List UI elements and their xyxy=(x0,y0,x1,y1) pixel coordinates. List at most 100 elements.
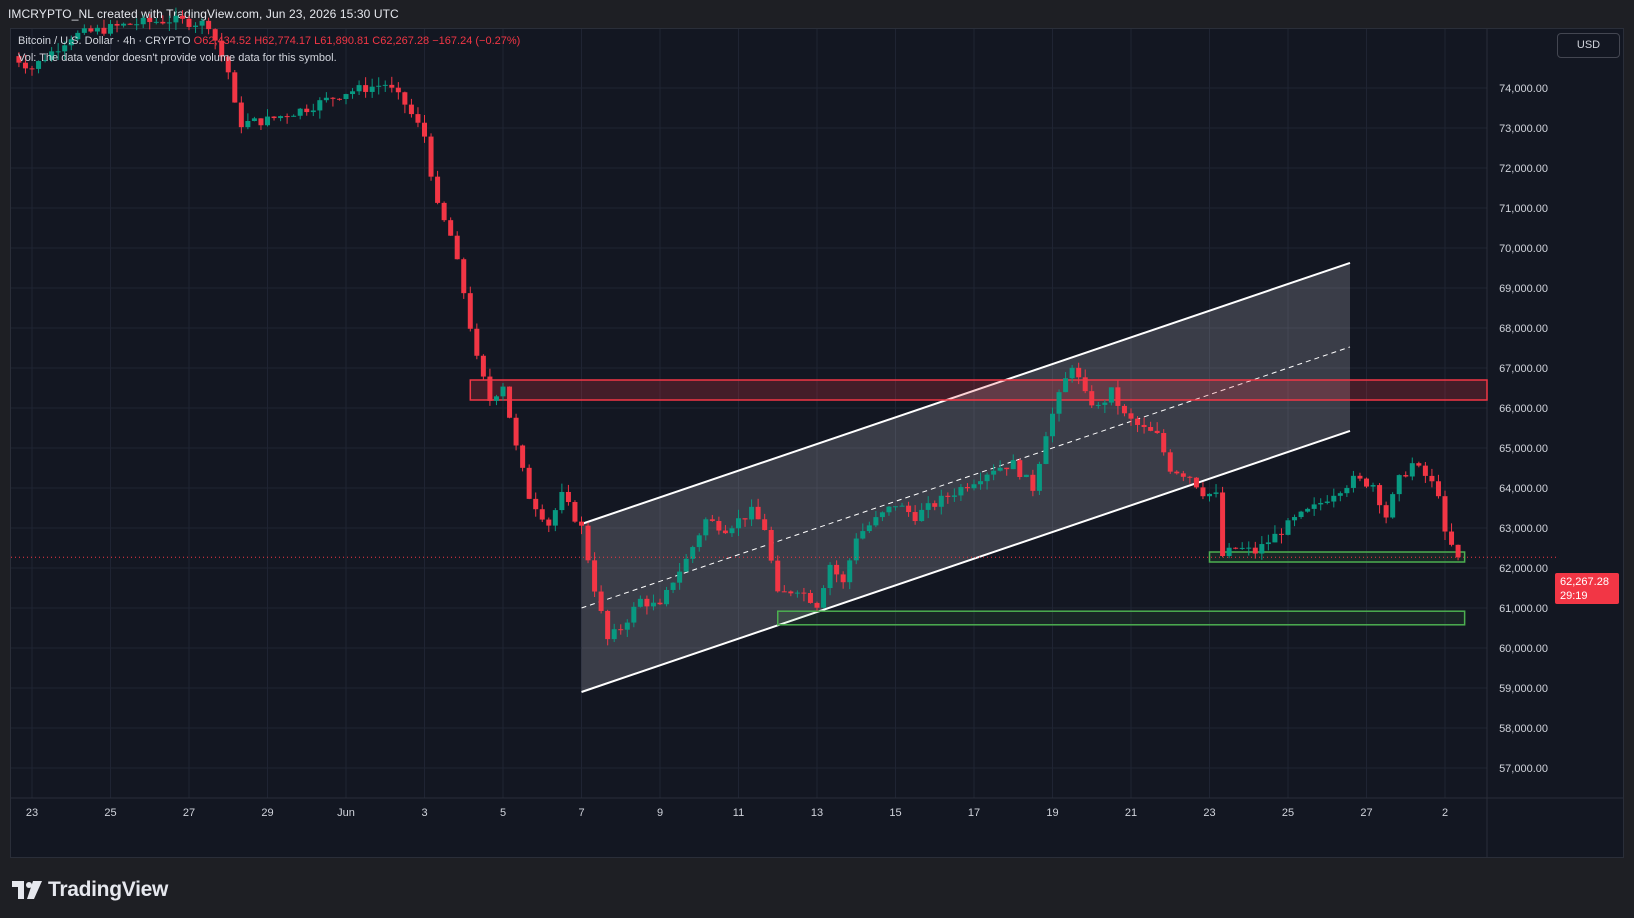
candle-down xyxy=(618,624,624,635)
candle-up xyxy=(879,511,885,522)
symbol-name: Bitcoin / U.S. Dollar · 4h · CRYPTO xyxy=(18,35,191,47)
candle-up xyxy=(729,525,735,537)
time-axis[interactable]: 23 25 27 29 Jun 3 5 7 9 11 13 15 17 19 21 23 25 27 2 xyxy=(11,29,1624,858)
y-tick-label: 62,000.00 xyxy=(1499,563,1548,575)
candle-down xyxy=(16,52,22,68)
candle-down xyxy=(206,17,212,35)
candle-down xyxy=(454,231,460,260)
candle-down xyxy=(304,104,310,116)
channel-mid-line[interactable] xyxy=(581,346,1351,609)
candle-down xyxy=(160,15,166,25)
candle-up xyxy=(1213,484,1219,498)
candle-up xyxy=(1056,389,1062,422)
candle-down xyxy=(722,525,728,535)
bar-countdown: 29:19 xyxy=(1560,590,1588,602)
last-price-value: 62,267.28 xyxy=(1560,576,1609,588)
candle-down xyxy=(101,19,107,36)
candle-down xyxy=(428,133,434,181)
candle-up xyxy=(108,19,113,36)
price-chart[interactable]: 57,000.00 58,000.00 59,000.00 60,000.00 61,0… xyxy=(0,0,1634,858)
tradingview-logo[interactable]: TradingView xyxy=(12,878,168,902)
resistance-zone[interactable] xyxy=(469,379,1488,401)
candle-down xyxy=(1383,501,1389,524)
candle-up xyxy=(369,78,375,98)
y-tick-label: 69,000.00 xyxy=(1499,283,1548,295)
x-tick-label: 11 xyxy=(733,807,744,819)
candle-down xyxy=(219,32,225,62)
y-tick-label: 68,000.00 xyxy=(1499,323,1548,335)
candle-up xyxy=(166,15,172,31)
candle-up xyxy=(925,496,931,519)
candle-up xyxy=(866,521,872,534)
candle-down xyxy=(1403,471,1409,478)
candle-up xyxy=(978,472,984,490)
candle-up xyxy=(899,502,905,507)
candle-down xyxy=(232,69,238,103)
candle-down xyxy=(644,595,650,615)
candle-down xyxy=(533,492,539,517)
candle-down xyxy=(1233,547,1239,550)
candle-up xyxy=(291,114,297,117)
candle-up xyxy=(703,517,709,541)
support-zone-1[interactable] xyxy=(1208,551,1466,563)
candle-down xyxy=(520,444,526,472)
candle-down xyxy=(1082,369,1088,394)
candle-up xyxy=(278,115,284,122)
channel-upper-line[interactable] xyxy=(581,261,1351,525)
candle-down xyxy=(526,464,532,500)
support-zone-2[interactable] xyxy=(777,610,1466,626)
candle-up xyxy=(1344,485,1350,497)
candle-up xyxy=(245,113,251,130)
candle-up xyxy=(1246,541,1252,556)
currency-button[interactable]: USD xyxy=(1557,33,1620,58)
candle-up xyxy=(382,80,388,92)
candle-up xyxy=(749,499,755,527)
candle-down xyxy=(592,552,598,597)
channel-lower-line[interactable] xyxy=(581,429,1351,693)
candle-down xyxy=(461,257,467,299)
x-tick-label: 27 xyxy=(1360,807,1372,819)
candle-down xyxy=(1364,477,1369,489)
candle-up xyxy=(1390,492,1396,519)
candle-up xyxy=(193,22,199,33)
candle-up xyxy=(1050,407,1055,443)
candle-down xyxy=(964,483,970,492)
candle-down xyxy=(402,91,408,114)
candle-down xyxy=(906,501,912,517)
candle-down xyxy=(389,76,395,93)
candle-down xyxy=(1187,475,1193,484)
low-value: L61,890.81 xyxy=(314,35,370,47)
candle-up xyxy=(690,545,696,564)
candle-down xyxy=(1377,483,1383,514)
candle-up xyxy=(62,41,68,60)
candle-up xyxy=(1095,401,1101,409)
candle-down xyxy=(127,22,133,25)
x-tick-label: 5 xyxy=(500,807,506,819)
candle-down xyxy=(781,585,787,593)
candle-up xyxy=(958,484,964,501)
candle-up xyxy=(1063,372,1069,393)
candle-up xyxy=(1272,525,1278,543)
candle-up xyxy=(1265,534,1271,551)
candle-down xyxy=(1161,429,1167,456)
candle-down xyxy=(480,354,486,380)
candle-down xyxy=(579,516,584,535)
candle-down xyxy=(1089,385,1095,408)
candle-down xyxy=(415,107,421,128)
candle-up xyxy=(637,595,643,608)
candle-up xyxy=(650,594,656,611)
candle-down xyxy=(1148,421,1154,432)
candle-up xyxy=(677,562,683,590)
candle-up xyxy=(1102,399,1108,414)
candle-down xyxy=(945,492,951,504)
change-value: −167.24 (−0.27%) xyxy=(432,35,521,47)
candle-up xyxy=(821,585,827,609)
price-axis[interactable]: 57,000.00 58,000.00 59,000.00 60,000.00 61,0… xyxy=(1499,83,1548,775)
tradingview-logo-text: TradingView xyxy=(48,878,169,901)
candle-down xyxy=(814,601,820,611)
y-tick-label: 66,000.00 xyxy=(1499,403,1548,415)
x-tick-label: 3 xyxy=(421,807,427,819)
author-credit: IMCRYPTO_NL created with TradingView.com… xyxy=(8,7,399,21)
candle-down xyxy=(572,500,578,523)
candle-down xyxy=(284,113,290,124)
